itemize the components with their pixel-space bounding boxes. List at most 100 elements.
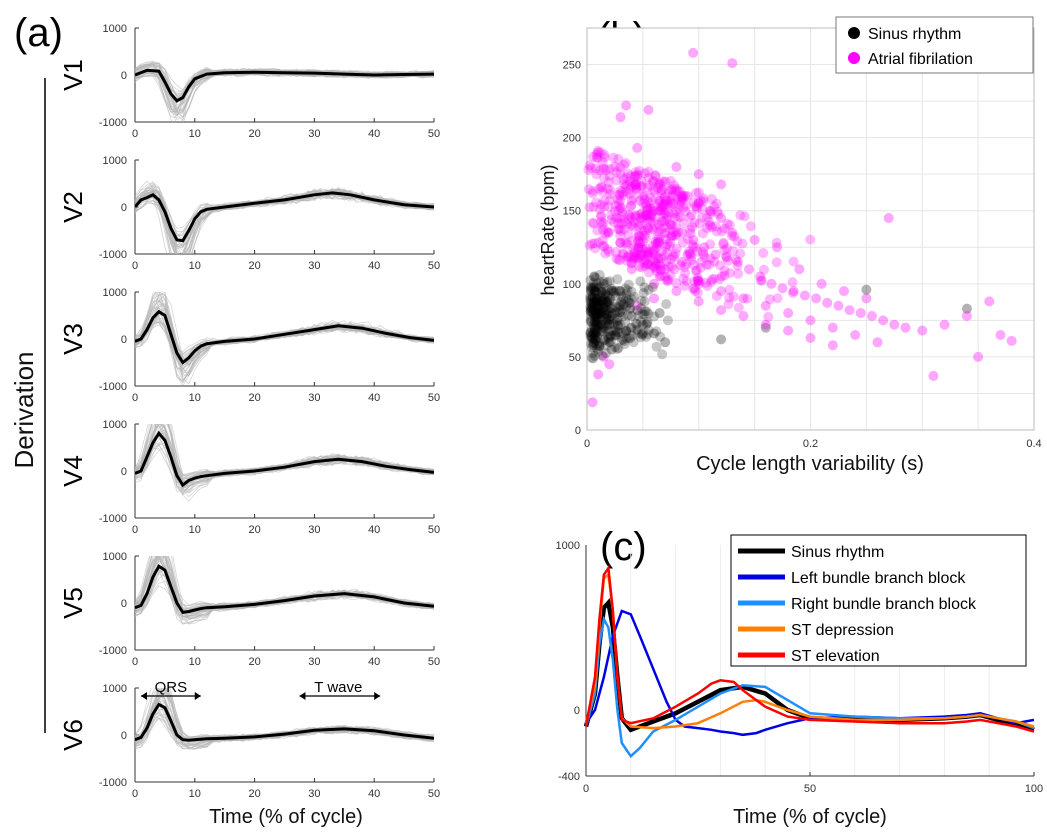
scatter-point	[589, 271, 600, 282]
scatter-point	[660, 337, 671, 348]
scatter-point	[650, 212, 661, 223]
scatter-point	[599, 335, 610, 346]
scatter-point	[620, 283, 631, 294]
scatter-point	[617, 298, 628, 309]
scatter-point	[611, 329, 622, 340]
scatter-point	[718, 239, 729, 250]
scatter-point	[626, 200, 637, 211]
scatter-point	[672, 211, 683, 222]
scatter-point	[855, 308, 866, 319]
x-tick-label: 30	[308, 128, 320, 140]
legend-label: Sinus rhythm	[791, 544, 884, 561]
scatter-point	[601, 309, 612, 320]
scatter-point	[592, 147, 603, 158]
scatter-point	[588, 327, 599, 338]
scatter-point	[617, 311, 628, 322]
scatter-point	[654, 179, 665, 190]
scatter-point	[733, 302, 744, 313]
x-tick-label: 30	[308, 656, 320, 668]
scatter-point	[602, 300, 613, 311]
scatter-point	[649, 293, 660, 304]
scatter-point	[685, 228, 696, 239]
scatter-point	[698, 228, 709, 239]
scatter-point	[617, 207, 628, 218]
scatter-point	[636, 262, 647, 273]
scatter-point	[613, 218, 624, 229]
trace-line	[135, 700, 434, 746]
lead-label: V3	[58, 323, 88, 355]
scatter-point	[611, 301, 622, 312]
scatter-point	[624, 297, 635, 308]
scatter-point	[595, 281, 606, 292]
scatter-point	[727, 58, 738, 69]
scatter-point	[984, 296, 995, 307]
panel-a-lead-plots: Derivation Time (% of cycle) 10000-10000…	[9, 23, 440, 828]
scatter-point	[592, 320, 603, 331]
scatter-point	[586, 298, 597, 309]
scatter-point	[591, 332, 602, 343]
scatter-point	[588, 308, 599, 319]
scatter-point	[680, 268, 691, 279]
scatter-point	[689, 217, 700, 228]
scatter-point	[626, 258, 637, 269]
scatter-point	[590, 328, 601, 339]
scatter-point	[657, 200, 668, 211]
scatter-point	[718, 237, 729, 248]
scatter-point	[635, 237, 646, 248]
scatter-point	[587, 347, 598, 358]
scatter-point	[589, 282, 600, 293]
scatter-point	[618, 249, 629, 260]
x-tick-label: 20	[248, 260, 260, 272]
scatter-point	[677, 237, 688, 248]
scatter-point	[720, 251, 731, 262]
scatter-point	[660, 227, 671, 238]
scatter-point	[595, 319, 606, 330]
scatter-point	[704, 205, 715, 216]
scatter-point	[631, 179, 642, 190]
trace-line	[135, 424, 434, 490]
scatter-point	[592, 331, 603, 342]
scatter-point	[661, 222, 672, 233]
scatter-point	[714, 260, 725, 271]
scatter-point	[599, 201, 610, 212]
scatter-point	[598, 163, 609, 174]
scatter-point	[799, 290, 810, 301]
scatter-point	[591, 310, 602, 321]
scatter-point	[758, 248, 769, 259]
scatter-point	[590, 286, 601, 297]
mean-trace-line	[135, 430, 434, 488]
scatter-point	[587, 342, 598, 353]
scatter-point	[659, 216, 670, 227]
y-tick-label: -1000	[99, 777, 127, 789]
scatter-point	[640, 254, 651, 265]
scatter-point	[613, 343, 624, 354]
scatter-point	[604, 276, 615, 287]
scatter-point	[643, 223, 654, 234]
scatter-point	[665, 195, 676, 206]
scatter-point	[651, 259, 662, 270]
scatter-point	[630, 212, 641, 223]
scatter-point	[670, 230, 681, 241]
scatter-point	[690, 285, 701, 296]
scatter-point	[604, 195, 615, 206]
scatter-point	[585, 284, 596, 295]
scatter-point	[621, 301, 632, 312]
scatter-point	[633, 235, 644, 246]
scatter-point	[629, 247, 640, 258]
scatter-point	[593, 296, 604, 307]
trace-line	[135, 556, 434, 625]
scatter-point	[590, 163, 601, 174]
scatter-point	[635, 316, 646, 327]
x-tick-label: 40	[368, 788, 380, 800]
scatter-point	[595, 309, 606, 320]
scatter-point	[620, 181, 631, 192]
scatter-point	[643, 172, 654, 183]
scatter-point	[636, 176, 647, 187]
scatter-point	[662, 199, 673, 210]
scatter-point	[686, 255, 697, 266]
scatter-point	[642, 316, 653, 327]
scatter-point	[602, 183, 613, 194]
scatter-point	[642, 250, 653, 261]
legend-label: Atrial fibrilation	[868, 51, 973, 68]
scatter-point	[706, 193, 717, 204]
